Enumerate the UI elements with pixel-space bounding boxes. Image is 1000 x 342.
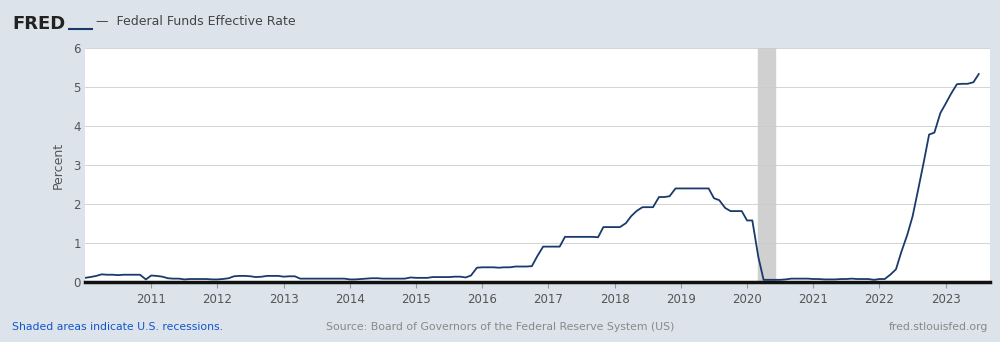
Text: fred.stlouisfed.org: fred.stlouisfed.org [889,323,988,332]
Y-axis label: Percent: Percent [52,142,65,188]
Text: FRED: FRED [12,15,65,34]
Text: Source: Board of Governors of the Federal Reserve System (US): Source: Board of Governors of the Federa… [326,323,674,332]
Text: Shaded areas indicate U.S. recessions.: Shaded areas indicate U.S. recessions. [12,323,223,332]
Bar [758,48,775,282]
Text: —  Federal Funds Effective Rate: — Federal Funds Effective Rate [96,15,296,28]
